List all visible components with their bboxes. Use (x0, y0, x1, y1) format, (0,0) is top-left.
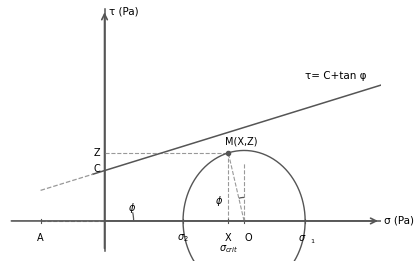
Text: $_1$: $_1$ (310, 237, 315, 246)
Text: τ (Pa): τ (Pa) (109, 6, 139, 16)
Text: C: C (94, 164, 100, 174)
Text: $\sigma$: $\sigma$ (298, 233, 307, 243)
Text: τ= C+tan φ: τ= C+tan φ (305, 71, 366, 81)
Text: σ (Pa): σ (Pa) (384, 216, 414, 226)
Text: M(X,Z): M(X,Z) (225, 136, 258, 147)
Text: $\phi$: $\phi$ (215, 194, 223, 208)
Text: O: O (245, 233, 252, 243)
Text: Z: Z (94, 148, 100, 158)
Text: X: X (225, 233, 232, 243)
Text: $\sigma_2$: $\sigma_2$ (177, 233, 189, 244)
Text: A: A (37, 233, 44, 243)
Text: $\phi$: $\phi$ (128, 201, 136, 215)
Text: $\sigma_{crit}$: $\sigma_{crit}$ (218, 243, 238, 254)
